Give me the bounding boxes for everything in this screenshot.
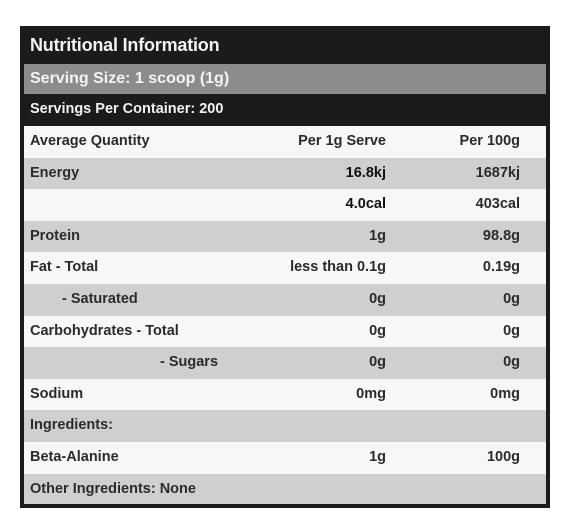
column-header-per-100g: Per 100g <box>459 133 520 149</box>
table-row-sodium: Sodium 0mg 0mg <box>24 378 546 411</box>
row-per-serve: 1g <box>369 448 386 465</box>
row-per-serve: 4.0cal <box>345 196 386 213</box>
table-row-protein: Protein 1g 98.8g <box>24 220 546 253</box>
row-per-100g: 0g <box>503 322 520 339</box>
serving-size: Serving Size: 1 scoop (1g) <box>24 64 546 94</box>
other-ingredients: Other Ingredients: None <box>30 480 196 497</box>
row-per-100g: 0g <box>503 290 520 307</box>
row-label: Sodium <box>30 385 84 402</box>
panel-title: Nutritional Information <box>20 26 550 64</box>
table-row-carbohydrates: Carbohydrates - Total 0g 0g <box>24 315 546 348</box>
row-per-serve: 1g <box>369 227 386 244</box>
row-label: - Sugars <box>160 354 219 371</box>
row-label: Carbohydrates - Total <box>30 322 179 339</box>
table-row-beta-alanine: Beta-Alanine 1g 100g <box>24 441 546 474</box>
table-row-ingredients-heading: Ingredients: <box>24 410 546 442</box>
row-per-100g: 0mg <box>490 385 520 402</box>
row-per-serve: 0g <box>369 354 386 371</box>
row-label: - Saturated <box>62 290 138 307</box>
row-per-100g: 98.8g <box>482 227 520 244</box>
row-per-100g: 100g <box>486 448 520 465</box>
row-per-serve: 0g <box>369 322 386 339</box>
row-label: Energy <box>30 164 80 181</box>
table-header-row: Average Quantity Per 1g Serve Per 100g <box>24 126 546 158</box>
table-row-sugars: - Sugars 0g 0g <box>24 347 546 379</box>
column-header-per-serve: Per 1g Serve <box>298 133 386 149</box>
table-row-saturated: - Saturated 0g 0g <box>24 283 546 316</box>
table-row-fat-total: Fat - Total less than 0.1g 0.19g <box>24 252 546 284</box>
table-row-energy-kj: Energy 16.8kj 1687kj <box>24 157 546 190</box>
servings-per-container: Servings Per Container: 200 <box>20 94 550 124</box>
row-per-serve: 0mg <box>356 385 386 402</box>
column-header-quantity: Average Quantity <box>30 133 150 149</box>
row-label: Protein <box>30 227 80 244</box>
table-row-energy-cal: 4.0cal 403cal <box>24 189 546 221</box>
row-label: Fat - Total <box>30 259 99 276</box>
nutrition-panel: Nutritional Information Serving Size: 1 … <box>20 26 550 508</box>
row-per-100g: 0g <box>503 354 520 371</box>
nutrition-table: Average Quantity Per 1g Serve Per 100g E… <box>24 126 546 504</box>
row-per-serve: less than 0.1g <box>290 259 386 276</box>
row-label: Beta-Alanine <box>30 448 119 465</box>
row-per-serve: 16.8kj <box>345 164 386 181</box>
row-per-100g: 403cal <box>475 196 520 213</box>
table-row-other-ingredients: Other Ingredients: None <box>24 473 546 504</box>
row-per-serve: 0g <box>369 290 386 307</box>
row-per-100g: 1687kj <box>475 164 520 181</box>
row-per-100g: 0.19g <box>482 259 520 276</box>
ingredients-heading: Ingredients: <box>30 417 113 434</box>
